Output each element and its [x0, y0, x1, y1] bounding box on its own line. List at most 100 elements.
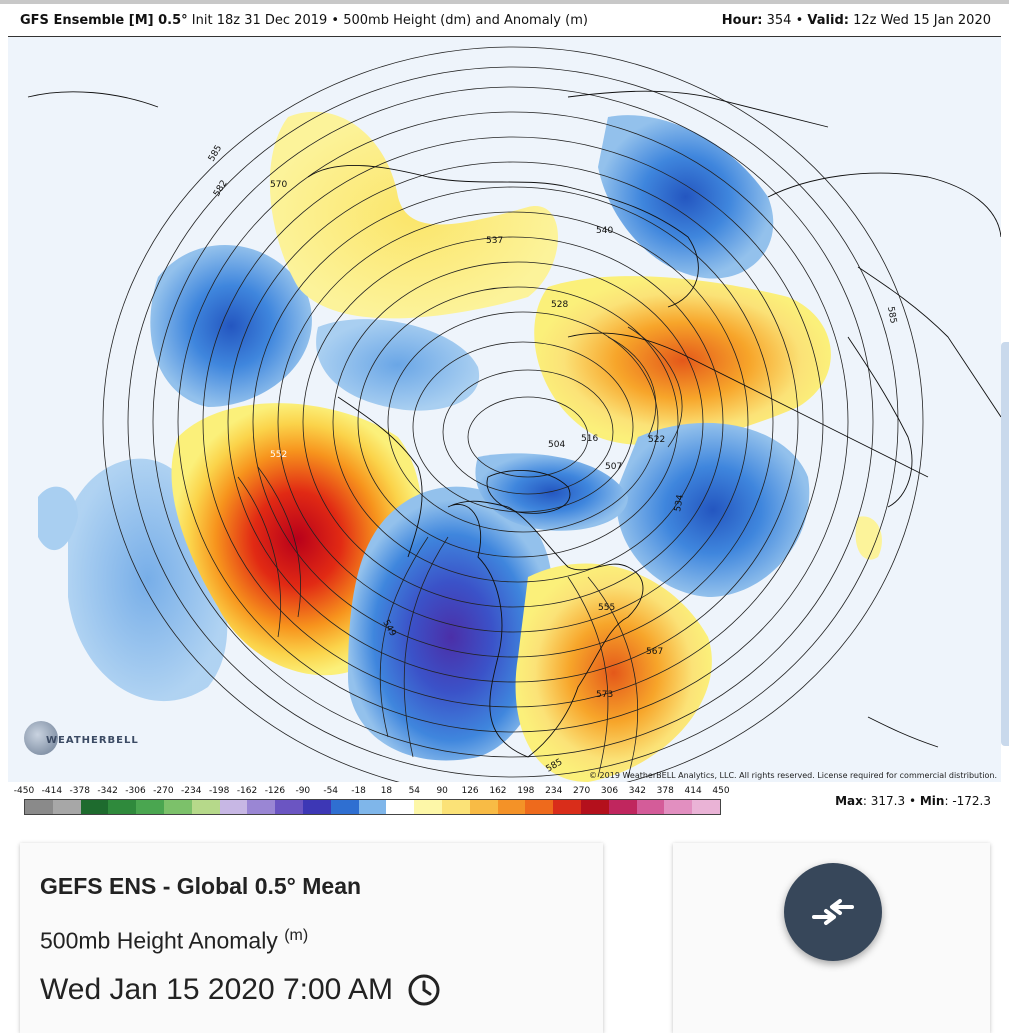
weather-map[interactable]: 585 582 570 552 549 537 540 528 522 516 … [8, 36, 1001, 783]
colorbar-tick-label: 162 [489, 786, 507, 796]
colorbar-swatch [636, 800, 665, 814]
colorbar-tick-labels: -450 -414 -378 -342 -306 -270 -234 -198 -162 -126… [14, 786, 730, 798]
colorbar-swatch [219, 800, 248, 814]
init-time: Init 18z 31 Dec 2019 [191, 13, 328, 28]
contour-label: 540 [596, 226, 613, 236]
colorbar-swatch [553, 800, 581, 814]
colorbar-tick-label: -414 [41, 786, 63, 796]
colorbar-swatch [664, 800, 693, 814]
card-subtitle: 500mb Height Anomaly (m) [40, 927, 308, 955]
colorbar-swatch [136, 800, 164, 814]
colorbar-tick-label: 414 [684, 786, 702, 796]
min-label: Min [919, 794, 945, 808]
colorbar-tick-label: 54 [408, 786, 421, 796]
anomaly-fields [38, 111, 882, 782]
model-name: GFS Ensemble [M] 0.5° [20, 13, 188, 28]
colorbar-swatch [414, 800, 442, 814]
colorbar-swatch [441, 800, 470, 814]
colorbar-tick-label: 90 [436, 786, 448, 796]
contour-label: 507 [605, 462, 622, 472]
card-datetime[interactable]: Wed Jan 15 2020 7:00 AM [40, 973, 441, 1007]
colorbar-swatch [275, 800, 303, 814]
card-title: GEFS ENS - Global 0.5° Mean [40, 873, 362, 899]
hour-label: Hour: [721, 13, 763, 28]
contour-label: 534 [673, 494, 686, 513]
contour-label: 573 [596, 690, 613, 700]
colorbar-swatch [80, 800, 109, 814]
contour-label: 552 [270, 450, 287, 460]
contour-label: 516 [581, 434, 598, 444]
colorbar-tick-label: 306 [600, 786, 619, 796]
colorbar-swatch [580, 800, 609, 814]
colorbar-swatch [108, 800, 137, 814]
contour-label: 555 [598, 603, 615, 613]
contour-label: 522 [648, 435, 665, 445]
colorbar [24, 799, 721, 815]
height-contours [102, 46, 924, 782]
clock-icon[interactable] [407, 973, 441, 1007]
subtitle-unit: (m) [284, 927, 309, 944]
colorbar-tick-label: -378 [69, 786, 90, 796]
map-canvas: 585 582 570 552 549 537 540 528 522 516 … [8, 37, 1001, 782]
side-scroll-hint[interactable] [1001, 342, 1009, 746]
colorbar-swatch [247, 800, 276, 814]
colorbar-swatch [25, 800, 53, 814]
colorbar-tick-label: 342 [628, 786, 646, 796]
colorbar-tick-label: -270 [153, 786, 174, 796]
weatherbell-logo: WEATHERBELL [24, 721, 138, 761]
colorbar-tick-label: 378 [656, 786, 674, 796]
valid-value: 12z Wed 15 Jan 2020 [853, 13, 991, 28]
colorbar-tick-label: 18 [380, 786, 393, 796]
compare-arrows-icon [812, 899, 854, 925]
contour-label: 570 [270, 180, 287, 190]
colorbar-swatch [692, 800, 720, 814]
colorbar-swatch [52, 800, 81, 814]
colorbar-swatch [191, 800, 220, 814]
colorbar-tick-label: -162 [236, 786, 258, 796]
max-label: Max [835, 794, 863, 808]
top-divider [0, 0, 1009, 4]
header-right: Hour: 354 • Valid: 12z Wed 15 Jan 2020 [721, 13, 991, 28]
colorbar-swatch [608, 800, 637, 814]
colorbar-swatch [497, 800, 526, 814]
max-value: 317.3 [870, 794, 906, 808]
copyright-notice: © 2019 WeatherBELL Analytics, LLC. All r… [589, 771, 997, 780]
contour-label: 585 [885, 306, 898, 325]
colorbar-swatch [525, 800, 554, 814]
colorbar-tick-label: -198 [208, 786, 230, 796]
colorbar-tick-label: 126 [461, 786, 479, 796]
datetime-text: Wed Jan 15 2020 7:00 AM [40, 973, 394, 1006]
colorbar-swatch [386, 800, 415, 814]
subtitle-text: 500mb Height Anomaly [40, 927, 278, 954]
colorbar-swatch [163, 800, 192, 814]
compare-button[interactable] [784, 863, 882, 961]
colorbar-swatch [469, 800, 498, 814]
colorbar-tick-label: -18 [351, 786, 366, 796]
colorbar-legend: -450 -414 -378 -342 -306 -270 -234 -198 -162 -126… [0, 782, 1009, 826]
contour-label: 528 [551, 300, 568, 310]
contour-label: 537 [486, 236, 503, 246]
colorbar-tick-label: -54 [323, 786, 339, 796]
min-value: -172.3 [952, 794, 991, 808]
colorbar-tick-label: -126 [264, 786, 286, 796]
colorbar-swatch [330, 800, 359, 814]
colorbar-swatch [358, 800, 387, 814]
contour-label: 567 [646, 647, 663, 657]
map-header: GFS Ensemble [M] 0.5° Init 18z 31 Dec 20… [0, 4, 1009, 36]
map-info-card[interactable]: GEFS ENS - Global 0.5° Mean 500mb Height… [20, 843, 603, 1033]
colorbar-swatch [302, 800, 331, 814]
colorbar-tick-label: -90 [295, 786, 311, 796]
max-min-readout: Max: 317.3 • Min: -172.3 [835, 794, 991, 808]
colorbar-tick-label: 198 [517, 786, 535, 796]
colorbar-tick-label: -450 [13, 786, 35, 796]
valid-label: Valid: [807, 13, 849, 28]
colorbar-tick-label: -342 [97, 786, 118, 796]
product-name: 500mb Height (dm) and Anomaly (m) [343, 13, 588, 28]
contour-label: 504 [548, 440, 565, 450]
colorbar-tick-label: -234 [181, 786, 202, 796]
header-left: GFS Ensemble [M] 0.5° Init 18z 31 Dec 20… [20, 13, 588, 28]
colorbar-tick-label: 234 [545, 786, 563, 796]
colorbar-tick-label: 450 [712, 786, 730, 796]
logo-text: WEATHERBELL [46, 735, 139, 746]
colorbar-tick-label: -306 [125, 786, 146, 796]
